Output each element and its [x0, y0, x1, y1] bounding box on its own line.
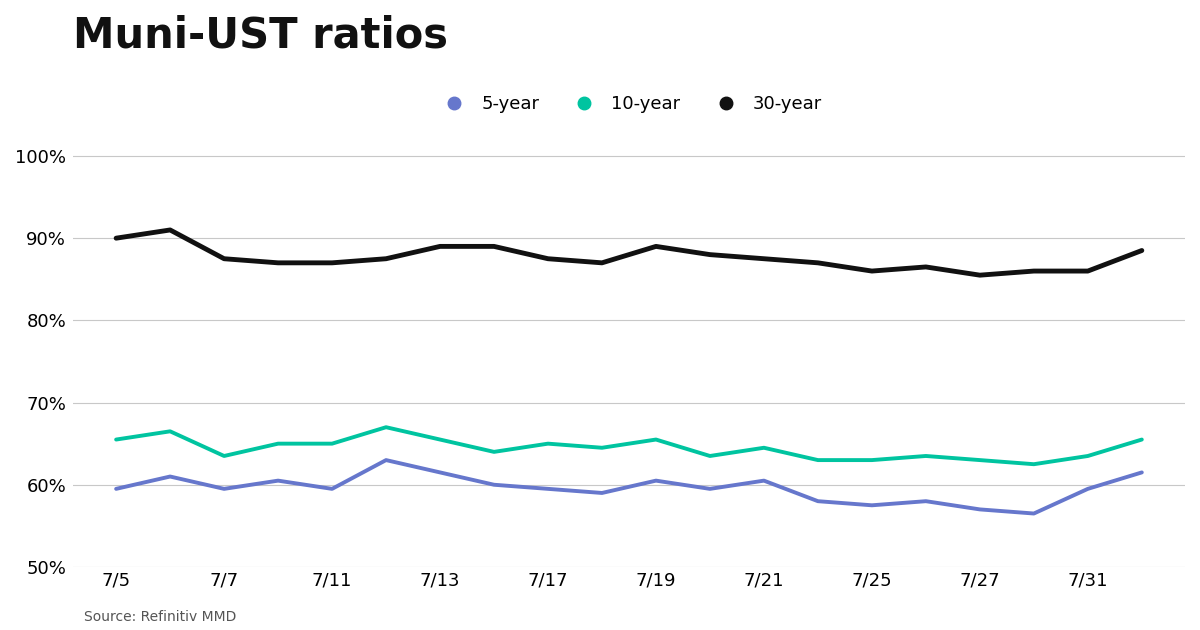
Text: Muni-UST ratios: Muni-UST ratios [73, 15, 448, 57]
Legend: 5-year, 10-year, 30-year: 5-year, 10-year, 30-year [428, 88, 829, 120]
Text: Source: Refinitiv MMD: Source: Refinitiv MMD [84, 610, 236, 624]
